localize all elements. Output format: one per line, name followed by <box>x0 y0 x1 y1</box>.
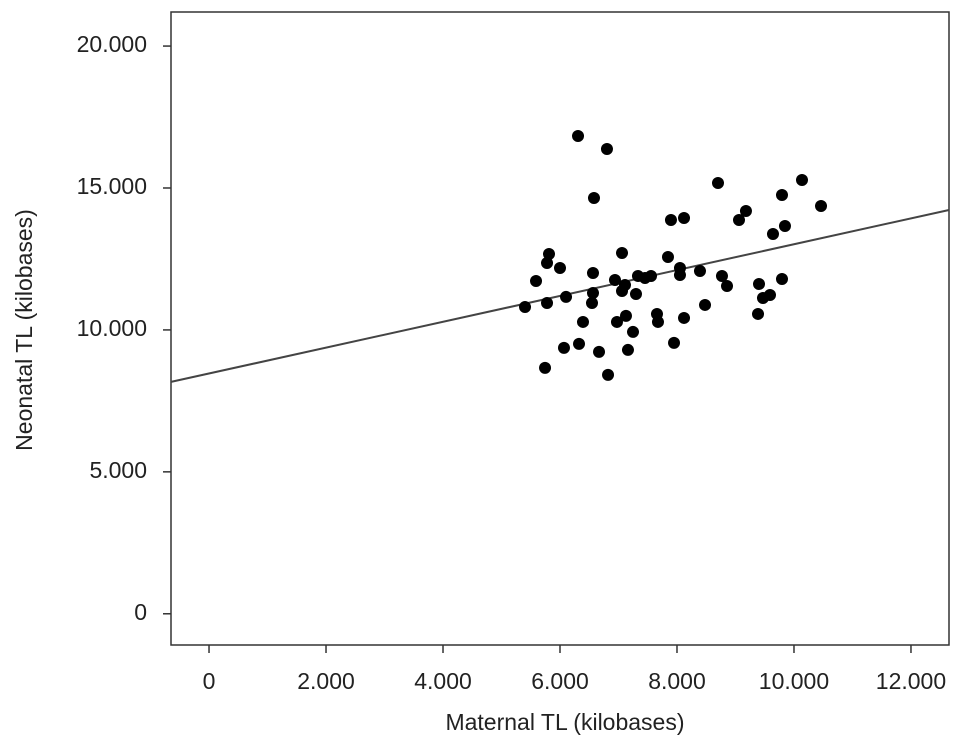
x-axis-label: Maternal TL (kilobases) <box>445 709 684 735</box>
data-point <box>753 277 766 290</box>
data-point <box>721 279 734 292</box>
data-point <box>586 266 599 279</box>
data-point <box>554 261 566 274</box>
y-tick-label: 0 <box>134 599 147 625</box>
data-point <box>775 272 788 285</box>
data-point <box>673 268 686 281</box>
y-tick-label: 20.000 <box>77 31 147 57</box>
data-point <box>541 296 554 309</box>
data-point <box>621 343 634 356</box>
y-tick-label: 15.000 <box>77 173 147 199</box>
data-point <box>576 315 589 328</box>
data-point <box>661 250 674 263</box>
data-point <box>678 311 691 324</box>
data-point <box>616 284 629 297</box>
x-tick-label: 6.000 <box>531 668 589 694</box>
data-point <box>543 247 556 260</box>
data-point <box>715 269 728 282</box>
data-point <box>795 174 808 187</box>
data-point <box>585 296 598 309</box>
data-point <box>587 192 600 205</box>
data-point <box>638 271 651 284</box>
data-point <box>629 287 642 300</box>
data-point <box>519 300 532 313</box>
data-point <box>664 213 677 226</box>
data-point <box>593 345 606 358</box>
x-tick-label: 12.000 <box>876 668 946 694</box>
y-axis-label: Neonatal TL (kilobases) <box>11 209 37 451</box>
data-point <box>610 315 623 328</box>
data-point <box>602 368 615 381</box>
data-point <box>608 273 621 286</box>
data-point <box>627 325 640 338</box>
data-point <box>778 219 791 232</box>
y-tick-label: 10.000 <box>77 315 147 341</box>
data-point <box>739 204 752 217</box>
regression-line <box>170 209 950 383</box>
data-point <box>815 199 828 212</box>
data-point <box>678 211 691 224</box>
data-point <box>557 341 570 354</box>
data-point <box>539 361 552 374</box>
x-tick-label: 0 <box>203 668 216 694</box>
x-tick-label: 4.000 <box>414 668 472 694</box>
y-tick-label: 5.000 <box>89 457 147 483</box>
data-point <box>572 130 585 143</box>
data-point <box>693 264 706 277</box>
data-point <box>711 176 724 189</box>
data-point <box>668 336 681 349</box>
data-point <box>560 290 573 303</box>
data-point <box>619 309 632 322</box>
data-point <box>732 213 745 226</box>
data-point <box>766 227 779 240</box>
data-point <box>586 286 599 299</box>
data-point <box>775 189 788 202</box>
plot-frame <box>170 11 950 646</box>
data-point <box>600 143 613 156</box>
x-tick-label: 2.000 <box>297 668 355 694</box>
data-point <box>651 315 664 328</box>
data-point <box>699 298 712 311</box>
data-point <box>616 246 629 259</box>
x-tick-label: 8.000 <box>648 668 706 694</box>
x-tick-label: 10.000 <box>759 668 829 694</box>
data-point <box>756 291 769 304</box>
data-point <box>573 337 586 350</box>
data-point <box>541 256 554 269</box>
data-point <box>752 307 765 320</box>
data-point <box>530 274 543 287</box>
